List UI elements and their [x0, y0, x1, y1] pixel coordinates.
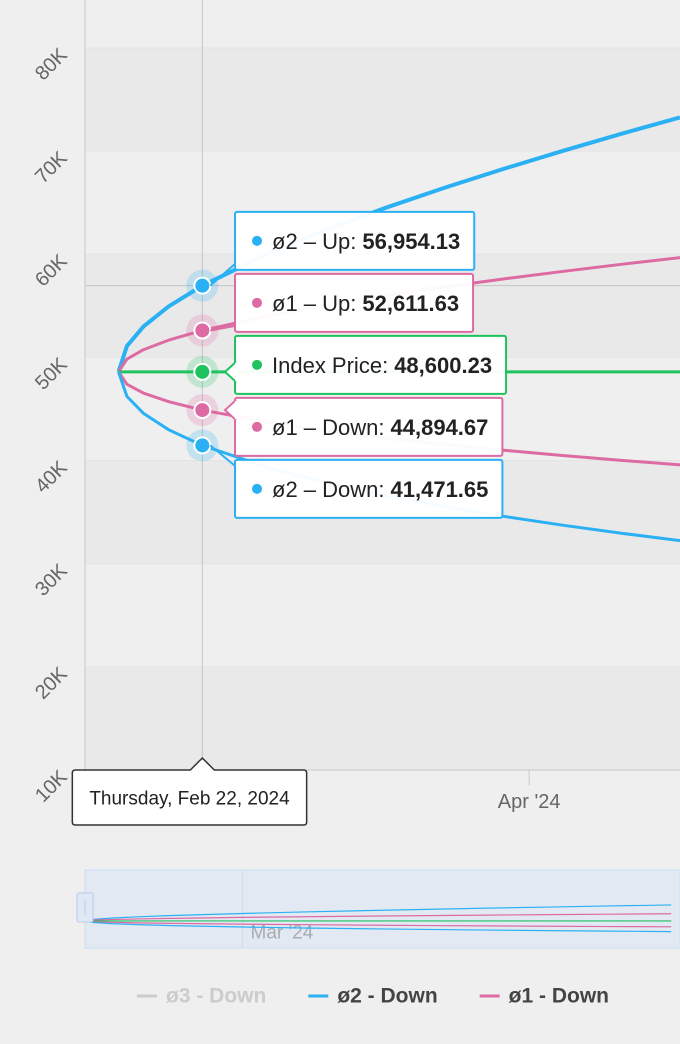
navigator-tick-label: Mar '24: [251, 923, 314, 944]
tooltip-value: 56,954.13: [362, 228, 460, 253]
tooltip-frame: [234, 272, 475, 333]
tooltip-connector: [209, 444, 236, 467]
tooltip-dot: [252, 297, 262, 308]
tooltip-separator: :: [378, 476, 384, 501]
legend-label: ø1 - Down: [509, 985, 609, 1008]
tooltip-dot: [252, 235, 262, 246]
tooltip-dot: [252, 421, 262, 432]
plot-band: [85, 563, 680, 667]
date-tooltip-text: Thursday, Feb 22, 2024: [89, 789, 290, 810]
tooltip-separator: :: [382, 352, 388, 377]
navigator-window: [84, 869, 680, 949]
legend-label: ø2 - Down: [337, 985, 437, 1008]
plot-band: [85, 0, 680, 48]
tooltip-pointer-cover: [235, 401, 238, 420]
tooltip-connector: [209, 263, 236, 287]
navigator-line: [84, 904, 672, 922]
tooltip-connector: [210, 324, 236, 332]
tooltip-series-name: ø2 – Up: [272, 228, 350, 253]
marker: [193, 436, 212, 455]
tooltip-dot: [252, 359, 262, 370]
tooltip-box: ø2 – Up: 56,954.13: [209, 210, 476, 287]
tooltip-value: 52,611.63: [362, 290, 459, 315]
tooltip-dot: [252, 483, 262, 494]
tooltip-series-name: ø2 – Down: [272, 476, 378, 501]
tooltip-text: ø2 – Up: 56,954.13: [272, 228, 460, 253]
date-tooltip: Thursday, Feb 22, 2024: [71, 756, 308, 826]
x-tick-label: Apr '24: [498, 791, 561, 813]
tooltip-separator: :: [378, 414, 384, 439]
tooltip-text: ø2 – Down: 41,471.65: [272, 476, 488, 501]
marker: [193, 362, 212, 381]
tooltip-box: Index Price: 48,600.23: [223, 334, 508, 395]
tooltip-separator: :: [350, 290, 356, 315]
tooltip-pointer-cover: [235, 362, 238, 381]
tooltip-text: ø1 – Down: 44,894.67: [272, 414, 488, 439]
tooltip-box: ø2 – Down: 41,471.65: [209, 444, 504, 519]
tooltip-value: 48,600.23: [394, 352, 492, 377]
tooltip-box: ø1 – Up: 52,611.63: [210, 272, 475, 333]
plot-band: [85, 47, 680, 152]
tooltip-text: ø1 – Up: 52,611.63: [272, 290, 459, 315]
tooltip-pointer: [223, 361, 237, 383]
marker: [193, 276, 212, 295]
tooltip-series-name: Index Price: [272, 352, 382, 377]
tooltip-separator: :: [350, 228, 356, 253]
tooltip-series-name: ø1 – Up: [272, 290, 350, 315]
tooltip-box: ø1 – Down: 44,894.67: [223, 396, 504, 457]
date-tooltip-frame: [71, 756, 308, 826]
tooltip-pointer: [223, 399, 237, 421]
marker: [193, 401, 212, 420]
marker: [193, 321, 212, 340]
tooltip-frame: [234, 210, 476, 271]
tooltip-value: 44,894.67: [391, 414, 489, 439]
navigator-line: [84, 920, 672, 933]
navigator-line: [84, 913, 672, 922]
tooltip-text: Index Price: 48,600.23: [272, 352, 492, 377]
navigator-line: [84, 920, 672, 928]
tooltip-series-name: ø1 – Down: [272, 414, 378, 439]
tooltip-frame: [234, 458, 504, 519]
legend-label: ø3 - Down: [166, 985, 266, 1008]
tooltip-frame: [234, 396, 504, 457]
plot-band: [85, 666, 680, 770]
tooltip-value: 41,471.65: [391, 476, 489, 501]
